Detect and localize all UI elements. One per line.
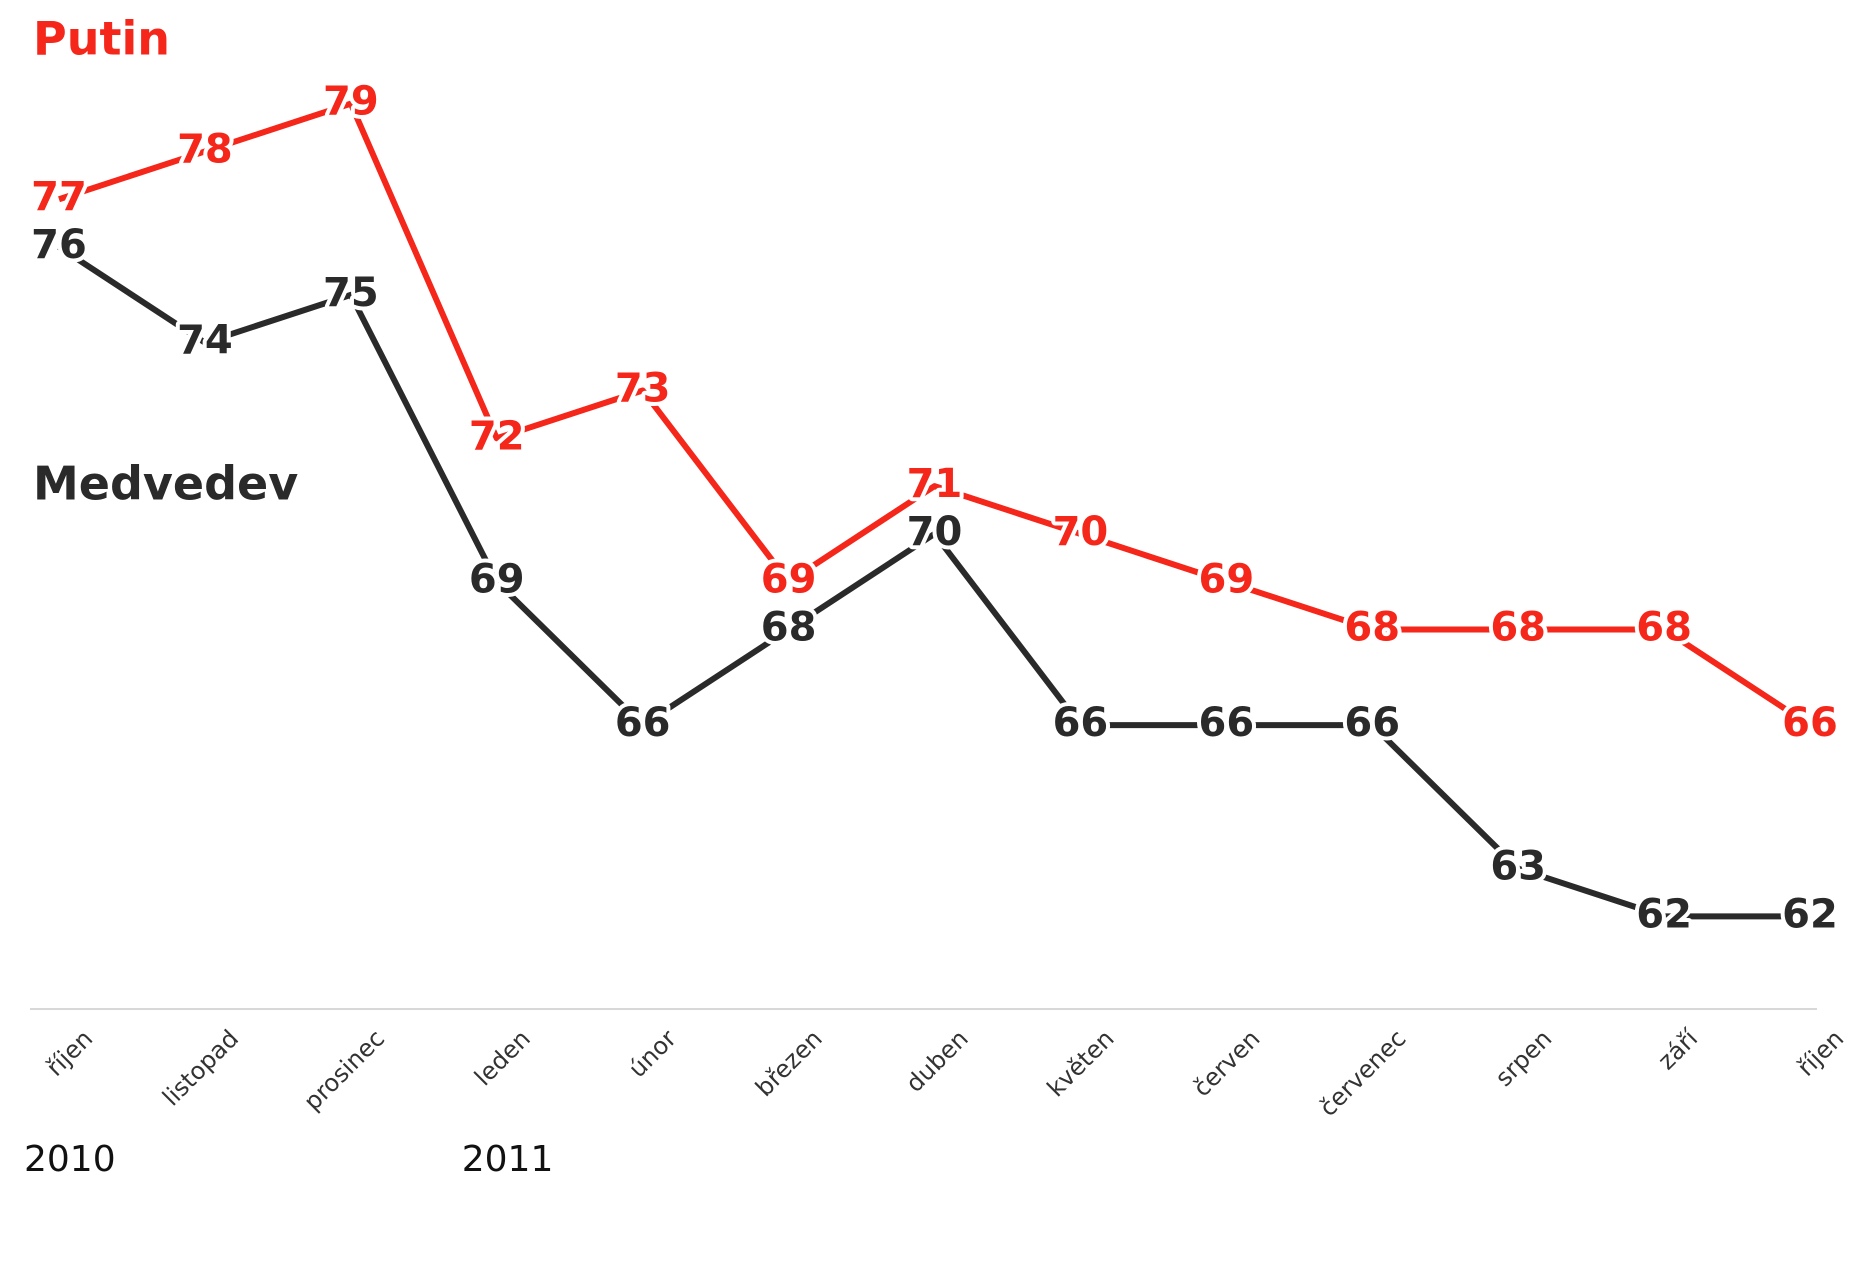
data-label: 62 — [1782, 891, 1838, 937]
x-tick-label: listopad — [157, 1024, 244, 1111]
data-label: 69 — [761, 557, 817, 603]
data-label: 70 — [907, 509, 963, 555]
data-label: 78 — [177, 126, 233, 172]
data-label: 66 — [1344, 700, 1400, 746]
x-tick-label: září — [1652, 1023, 1704, 1075]
data-label: 70 — [1053, 509, 1109, 555]
data-label: 68 — [1490, 605, 1546, 651]
data-label: 66 — [1198, 700, 1254, 746]
series-line — [58, 100, 1812, 728]
data-label: 76 — [31, 222, 87, 268]
data-label: 69 — [1198, 557, 1254, 603]
x-tick-label: květen — [1042, 1024, 1120, 1102]
series-name: Medvedev — [33, 457, 298, 511]
data-label: 72 — [469, 413, 525, 459]
year-label: 2011 — [462, 1139, 554, 1180]
data-label: 75 — [323, 270, 379, 316]
x-tick-label: leden — [469, 1024, 536, 1091]
data-label: 77 — [31, 174, 87, 220]
x-tick-label: březen — [750, 1024, 828, 1102]
x-tick-label: únor — [623, 1024, 682, 1083]
x-tick-label: duben — [900, 1024, 973, 1097]
data-label: 73 — [615, 365, 671, 411]
data-label: 68 — [1344, 605, 1400, 651]
year-label: 2010 — [24, 1139, 116, 1180]
x-tick-label: říjen — [41, 1024, 98, 1081]
data-label: 63 — [1490, 844, 1546, 890]
series-line — [57, 244, 1810, 920]
data-label: 68 — [1636, 605, 1692, 651]
x-tick-label: červen — [1188, 1024, 1266, 1102]
x-tick-label: prosinec — [298, 1024, 390, 1116]
data-label: 69 — [469, 557, 525, 603]
data-label: 62 — [1636, 891, 1692, 937]
data-label: 66 — [615, 700, 671, 746]
data-label: 74 — [177, 318, 233, 364]
data-label: 66 — [1782, 700, 1838, 746]
data-label: 68 — [761, 605, 817, 651]
series-name: Putin — [33, 12, 170, 66]
data-label: 71 — [907, 461, 963, 507]
x-tick-label: říjen — [1792, 1024, 1849, 1081]
data-label: 66 — [1053, 700, 1109, 746]
x-tick-label: srpen — [1490, 1024, 1558, 1092]
data-label: 79 — [323, 79, 379, 125]
x-tick-label: červenec — [1314, 1024, 1412, 1122]
